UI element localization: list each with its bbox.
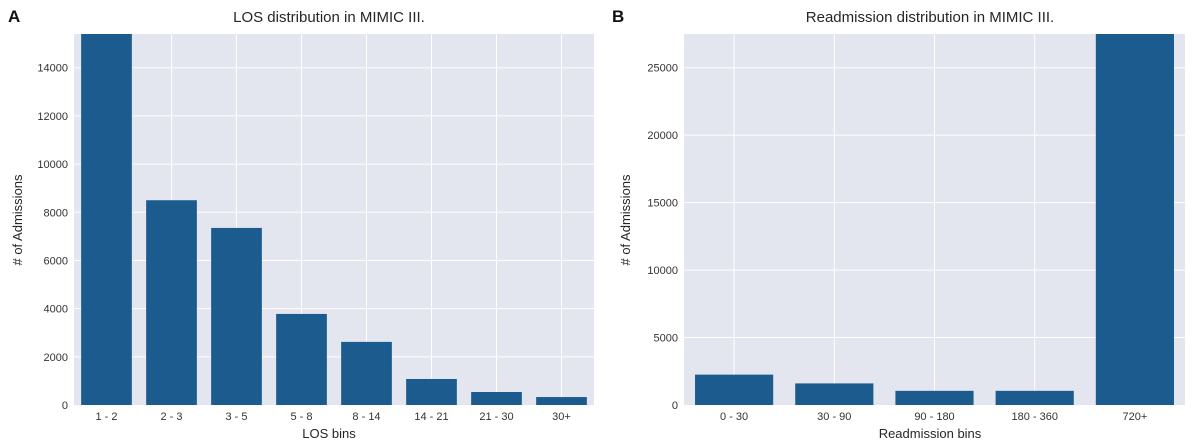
y-tick-label: 12000: [37, 111, 68, 123]
bar: [895, 390, 974, 405]
y-tick-label: 8000: [44, 207, 68, 219]
y-tick-label: 10000: [37, 159, 68, 171]
bar: [536, 397, 587, 405]
x-tick-label: 720+: [1123, 411, 1148, 423]
panel-letter: B: [612, 7, 624, 26]
y-tick-label: 0: [672, 400, 678, 412]
y-axis-label: # of Admissions: [10, 174, 25, 266]
x-tick-label: 3 - 5: [225, 411, 247, 423]
y-tick-label: 20000: [647, 130, 678, 142]
bars: [81, 34, 587, 405]
x-tick-label: 21 - 30: [479, 411, 513, 423]
x-tick-label: 8 - 14: [352, 411, 380, 423]
bar: [695, 374, 774, 405]
y-tick-label: 14000: [37, 63, 68, 75]
panel-letter: A: [8, 7, 20, 26]
chart-title: Readmission distribution in MIMIC III.: [806, 9, 1054, 26]
x-tick-label: 5 - 8: [290, 411, 312, 423]
y-tick-label: 25000: [647, 63, 678, 75]
panel-a: A LOS distribution in MIMIC III. LOS bin…: [8, 7, 594, 441]
x-tick-label: 180 - 360: [1011, 411, 1057, 423]
y-tick-label: 4000: [44, 304, 68, 316]
x-tick-label: 90 - 180: [914, 411, 954, 423]
y-tick-label: 0: [62, 400, 68, 412]
chart-title: LOS distribution in MIMIC III.: [233, 9, 425, 26]
y-tick-label: 2000: [44, 352, 68, 364]
x-tick-label: 0 - 30: [720, 411, 748, 423]
x-tick-label: 1 - 2: [95, 411, 117, 423]
panel-b: B Readmission distribution in MIMIC III.…: [612, 7, 1185, 441]
y-tick-label: 6000: [44, 255, 68, 267]
x-tick-label: 30 - 90: [817, 411, 851, 423]
bar: [211, 227, 262, 405]
bar: [795, 383, 874, 405]
bar: [81, 34, 132, 405]
y-tick-label: 10000: [647, 265, 678, 277]
y-axis-label: # of Admissions: [618, 174, 633, 266]
bar: [406, 378, 457, 405]
bar: [341, 341, 392, 405]
bar: [471, 391, 522, 405]
x-axis-label: LOS bins: [302, 426, 356, 441]
x-tick-label: 2 - 3: [160, 411, 182, 423]
x-axis-label: Readmission bins: [879, 426, 982, 441]
y-tick-label: 15000: [647, 198, 678, 210]
x-tick-label: 14 - 21: [414, 411, 448, 423]
bar: [995, 390, 1074, 405]
x-tick-label: 30+: [552, 411, 571, 423]
bars: [695, 34, 1174, 405]
bar: [146, 200, 197, 405]
bar: [276, 313, 327, 405]
bar: [1095, 34, 1174, 405]
y-tick-label: 5000: [654, 333, 678, 345]
